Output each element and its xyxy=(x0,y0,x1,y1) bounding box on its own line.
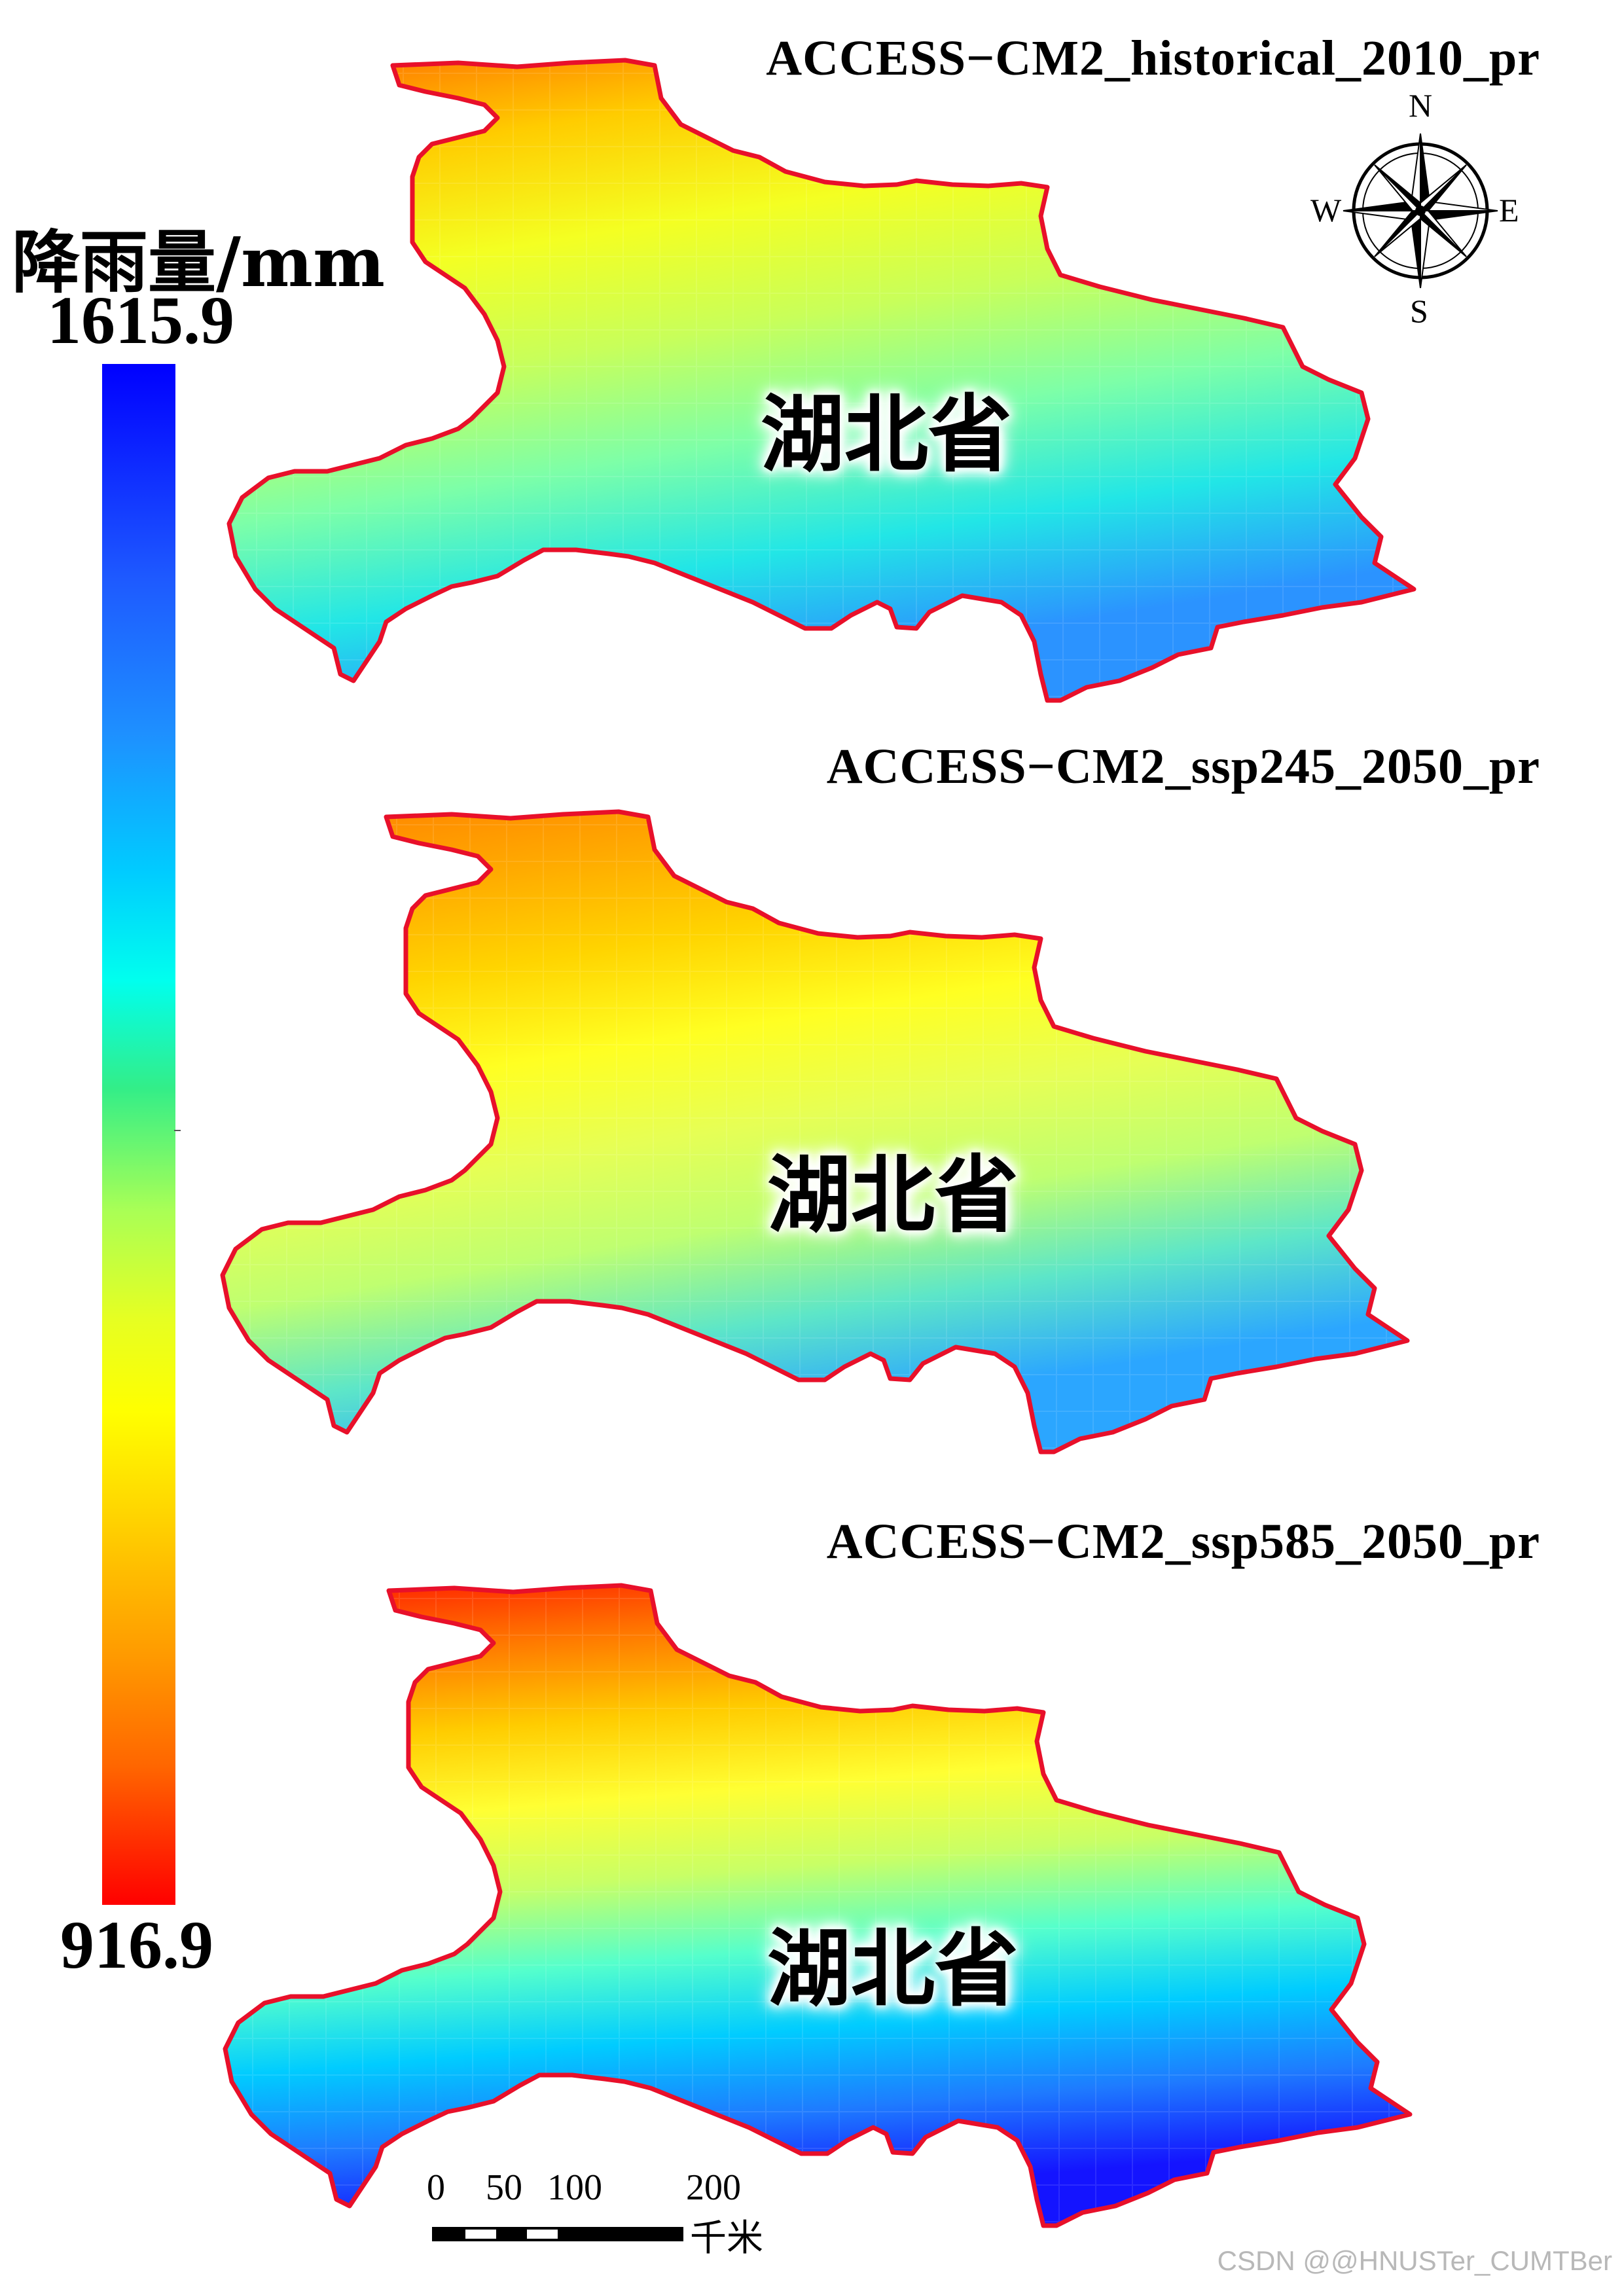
scale-label-0: 0 xyxy=(427,2167,445,2208)
scale-label-200: 200 xyxy=(686,2167,741,2208)
legend-min-value: 916.9 xyxy=(60,1907,213,1983)
compass-east-label: E xyxy=(1499,192,1519,228)
legend-max-value: 1615.9 xyxy=(47,283,234,358)
scale-label-50: 50 xyxy=(486,2167,522,2208)
panel-3-title: ACCESS−CM2_ssp585_2050_pr xyxy=(826,1514,1540,1569)
panel-2-province-label: 湖北省 xyxy=(767,1147,1019,1244)
watermark: CSDN @@HNUSTer_CUMTBer xyxy=(1217,2245,1612,2276)
panel-1-title: ACCESS−CM2_historical_2010_pr xyxy=(766,31,1540,86)
compass-rose-icon xyxy=(1343,133,1498,289)
compass-south-label: S xyxy=(1410,293,1428,329)
panel-3-province-label: 湖北省 xyxy=(767,1921,1019,2018)
panel-1-province-label: 湖北省 xyxy=(761,386,1013,484)
north-arrow-compass: N S E W xyxy=(1303,86,1564,335)
legend-color-bar xyxy=(102,364,175,1905)
panel-2-title: ACCESS−CM2_ssp245_2050_pr xyxy=(826,739,1540,794)
compass-west-label: W xyxy=(1310,192,1342,228)
legend-title: 降雨量/mm xyxy=(12,222,386,302)
scale-bar-graphic xyxy=(432,2227,683,2241)
scale-unit-label: 千米 xyxy=(690,2217,763,2260)
legend-mid-tick xyxy=(174,1130,181,1131)
scale-bar: 0 50 100 200 千米 xyxy=(419,2167,812,2260)
compass-north-label: N xyxy=(1409,87,1433,124)
scale-label-100: 100 xyxy=(547,2167,602,2208)
